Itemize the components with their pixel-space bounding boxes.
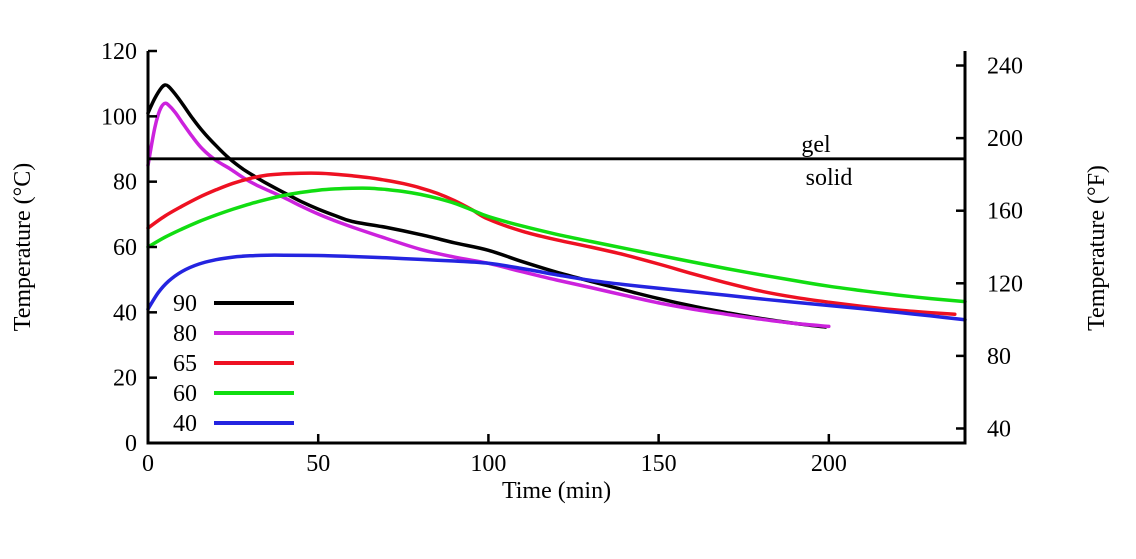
- legend-entry-60: 60: [173, 381, 294, 407]
- y-tick-label-120: 120: [101, 39, 137, 65]
- legend: 90 80 65 60 40: [173, 291, 294, 437]
- series-line-65: [146, 171, 957, 317]
- legend-entry-90: 90: [173, 291, 294, 317]
- series-lines: [146, 83, 967, 329]
- legend-label-65: 65: [173, 351, 197, 377]
- y2-axis-title: Temperature (°F): [1084, 165, 1110, 331]
- x-tick-label-150: 150: [641, 451, 677, 477]
- y2-tick-label-120: 120: [987, 271, 1023, 297]
- y2-tick-label-80: 80: [987, 344, 1011, 370]
- y2-tick-label-200: 200: [987, 126, 1023, 152]
- y-axis-title: Temperature (°C): [10, 163, 36, 332]
- legend-label-40: 40: [173, 411, 197, 437]
- solid-label: solid: [806, 165, 853, 191]
- series-line-60: [146, 186, 967, 304]
- gel-label: gel: [801, 132, 831, 158]
- axes: 0 20 40 60 80 100 120 40 80 120 160 200 240 0 50 100 150…: [10, 39, 1110, 504]
- x-tick-label-200: 200: [811, 451, 847, 477]
- axis-frame: [146, 51, 967, 445]
- legend-label-80: 80: [173, 321, 197, 347]
- series-line-80: [146, 101, 831, 329]
- y2-tick-label-160: 160: [987, 199, 1023, 225]
- legend-entry-40: 40: [173, 411, 294, 437]
- y2-tick-label-240: 240: [987, 54, 1023, 80]
- x-tick-label-100: 100: [470, 451, 506, 477]
- legend-label-90: 90: [173, 291, 197, 317]
- gel-reference: gel solid: [148, 132, 965, 191]
- x-axis-title: Time (min): [502, 478, 611, 504]
- y-tick-label-60: 60: [113, 235, 137, 261]
- x-tick-label-50: 50: [306, 451, 330, 477]
- y2-tick-label-40: 40: [987, 416, 1011, 442]
- y-tick-label-80: 80: [113, 170, 137, 196]
- y-tick-label-0: 0: [125, 431, 137, 457]
- series-line-40: [146, 253, 967, 322]
- y-tick-label-20: 20: [113, 366, 137, 392]
- series-line-90: [146, 83, 828, 329]
- legend-entry-80: 80: [173, 321, 294, 347]
- y-tick-label-100: 100: [101, 104, 137, 130]
- y-tick-label-40: 40: [113, 300, 137, 326]
- legend-label-60: 60: [173, 381, 197, 407]
- x-tick-label-0: 0: [142, 451, 154, 477]
- legend-entry-65: 65: [173, 351, 294, 377]
